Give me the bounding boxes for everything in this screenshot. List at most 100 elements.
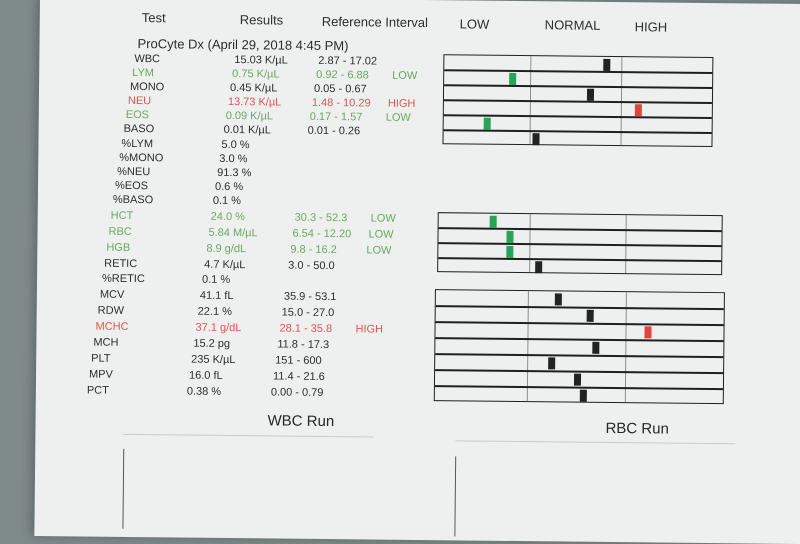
result-value: 3.0 % bbox=[219, 152, 248, 166]
range-row-line bbox=[435, 305, 724, 310]
result-value: 0.6 % bbox=[214, 180, 244, 194]
range-box-indices bbox=[433, 289, 725, 405]
test-name: MCH bbox=[93, 336, 119, 349]
reference-interval: 30.3 - 52.3 bbox=[294, 211, 348, 225]
result-value: 15.2 pg bbox=[193, 337, 231, 351]
result-value: 41.1 fL bbox=[199, 289, 234, 303]
header-high: HIGH bbox=[634, 19, 668, 35]
result-value: 0.75 K/µL bbox=[232, 68, 280, 81]
test-name: RDW bbox=[97, 304, 125, 317]
rbc-run-axis bbox=[454, 456, 457, 537]
wbc-run-axis bbox=[122, 448, 125, 529]
range-marker-lym bbox=[508, 72, 516, 85]
result-value: 13.73 K/µL bbox=[227, 95, 282, 109]
flag-label: HIGH bbox=[355, 323, 384, 336]
result-value: 5.84 M/µL bbox=[208, 226, 258, 240]
test-name: %NEU bbox=[117, 165, 151, 179]
reference-interval: 0.00 - 0.79 bbox=[270, 386, 324, 399]
result-value: 235 K/µL bbox=[191, 353, 236, 367]
range-marker-rdw bbox=[586, 309, 594, 322]
reference-interval: 2.87 - 17.02 bbox=[318, 54, 378, 68]
lab-report-sheet: Test Results Reference Interval LOW NORM… bbox=[34, 0, 800, 544]
result-value: 0.45 K/µL bbox=[229, 81, 278, 95]
range-marker-plt bbox=[548, 357, 556, 370]
test-name: PCT bbox=[86, 384, 109, 397]
range-row-line bbox=[444, 69, 713, 74]
result-value: 22.1 % bbox=[197, 305, 233, 319]
result-value: 0.38 % bbox=[186, 385, 222, 398]
range-row-line bbox=[435, 337, 724, 342]
range-marker-baso bbox=[532, 132, 540, 145]
test-name: MCV bbox=[99, 288, 125, 301]
flag-label: LOW bbox=[392, 69, 418, 82]
test-name: MPV bbox=[88, 368, 113, 381]
result-value: 91.3 % bbox=[217, 166, 252, 180]
reference-interval: 151 - 600 bbox=[275, 354, 322, 367]
range-marker-wbc bbox=[603, 58, 611, 71]
reference-interval: 0.92 - 6.88 bbox=[316, 68, 369, 82]
header-normal: NORMAL bbox=[544, 17, 601, 33]
rbc-run-title: RBC Run bbox=[605, 419, 669, 438]
range-marker-mpv bbox=[574, 373, 582, 386]
reference-interval: 1.48 - 10.29 bbox=[311, 96, 371, 110]
range-marker-mchc bbox=[644, 326, 652, 339]
range-marker-mcv bbox=[554, 293, 562, 306]
result-value: 37.1 g/dL bbox=[195, 321, 242, 335]
rbc-run-rule bbox=[455, 440, 736, 445]
reference-interval: 15.0 - 27.0 bbox=[281, 306, 335, 320]
result-value: 24.0 % bbox=[210, 210, 246, 224]
range-row-line bbox=[435, 321, 724, 326]
header-low: LOW bbox=[459, 16, 490, 32]
header-test: Test bbox=[141, 10, 166, 26]
test-name: MONO bbox=[129, 80, 165, 94]
result-value: 8.9 g/dL bbox=[206, 242, 247, 256]
test-name: EOS bbox=[125, 108, 150, 122]
range-marker-hct bbox=[489, 215, 497, 228]
test-name: %LYM bbox=[121, 137, 154, 151]
range-marker-mono bbox=[586, 88, 594, 101]
result-value: 0.09 K/µL bbox=[225, 109, 274, 123]
flag-label: LOW bbox=[368, 228, 394, 241]
test-name: NEU bbox=[127, 94, 152, 108]
reference-interval: 0.01 - 0.26 bbox=[307, 124, 361, 138]
range-marker-eos bbox=[483, 117, 491, 130]
range-marker-pct bbox=[579, 389, 587, 402]
range-marker-rbc bbox=[506, 230, 514, 243]
test-name: %BASO bbox=[112, 193, 154, 207]
test-name: BASO bbox=[123, 122, 155, 136]
header-reference: Reference Interval bbox=[321, 13, 429, 31]
result-value: 15.03 K/µL bbox=[234, 54, 288, 67]
header-results: Results bbox=[239, 12, 284, 28]
flag-label: LOW bbox=[370, 212, 396, 225]
reference-interval: 9.8 - 16.2 bbox=[290, 243, 337, 257]
reference-interval: 11.4 - 21.6 bbox=[272, 370, 325, 384]
reference-interval: 11.8 - 17.3 bbox=[277, 338, 330, 352]
range-box-wbc bbox=[442, 54, 714, 148]
result-value: 0.01 K/µL bbox=[223, 123, 271, 137]
test-name: MCHC bbox=[95, 320, 129, 333]
range-row-line bbox=[443, 129, 712, 134]
test-name: LYM bbox=[132, 66, 155, 80]
test-name: %EOS bbox=[114, 179, 149, 193]
test-name: %MONO bbox=[119, 151, 164, 165]
reference-interval: 35.9 - 53.1 bbox=[283, 290, 337, 304]
reference-interval: 0.17 - 1.57 bbox=[309, 110, 363, 124]
result-value: 0.1 % bbox=[212, 194, 242, 208]
range-row-line bbox=[435, 353, 724, 358]
test-name: HGB bbox=[106, 241, 131, 254]
test-name: %RETIC bbox=[101, 272, 145, 286]
range-row-line bbox=[444, 84, 713, 89]
reference-interval: 3.0 - 50.0 bbox=[288, 259, 335, 273]
test-name: WBC bbox=[134, 52, 161, 66]
result-value: 5.0 % bbox=[221, 138, 250, 152]
result-value: 16.0 fL bbox=[188, 369, 223, 382]
test-name: RBC bbox=[108, 225, 132, 238]
reference-interval: 28.1 - 35.8 bbox=[279, 322, 333, 336]
instrument-line: ProCyte Dx (April 29, 2018 4:45 PM) bbox=[137, 36, 349, 54]
range-marker-mch bbox=[591, 341, 599, 354]
range-marker-neu bbox=[635, 103, 643, 116]
range-row-line bbox=[443, 99, 712, 104]
range-box-rbc bbox=[437, 212, 723, 276]
reference-interval: 0.05 - 0.67 bbox=[313, 82, 367, 96]
result-value: 4.7 K/µL bbox=[204, 258, 246, 272]
